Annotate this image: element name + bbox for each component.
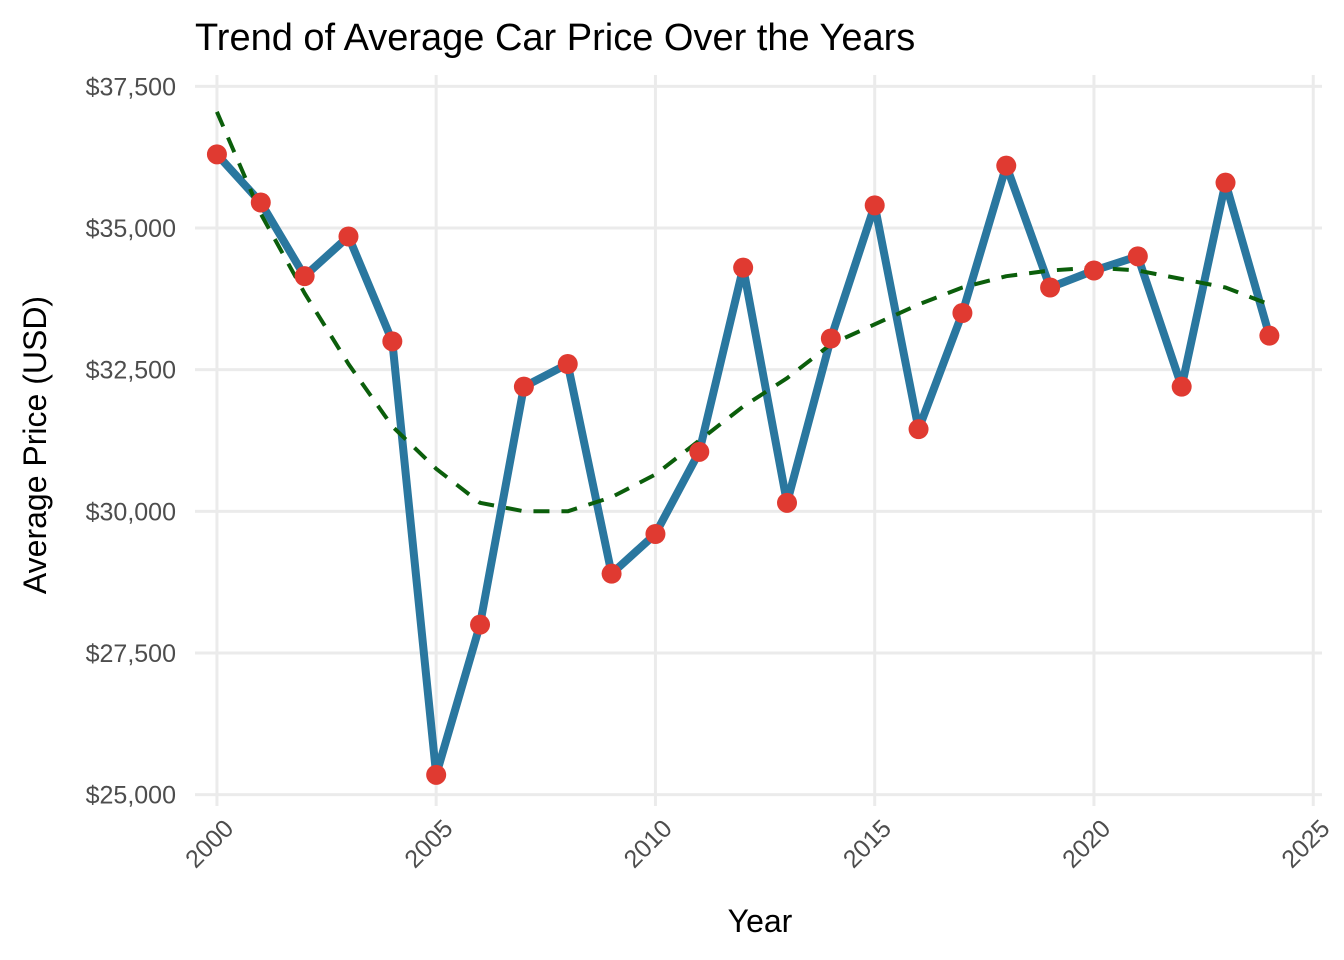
data-point	[820, 328, 841, 349]
data-point	[250, 192, 271, 213]
data-point	[1127, 246, 1148, 267]
y-tick-label: $32,500	[86, 357, 176, 385]
x-tick-label: 2025	[1276, 814, 1335, 873]
data-point	[908, 419, 929, 440]
data-point	[645, 524, 666, 544]
y-tick-label: $30,000	[86, 498, 176, 526]
data-point	[864, 195, 885, 216]
grid-lines	[195, 75, 1322, 806]
x-axis-title: Year	[728, 903, 793, 939]
data-point	[557, 354, 578, 374]
data-point	[777, 492, 798, 513]
y-tick-label: $25,000	[86, 782, 176, 810]
data-point	[1040, 277, 1061, 298]
x-tick-label: 2020	[1057, 814, 1116, 873]
data-point	[1259, 325, 1280, 346]
y-axis-ticks: $25,000 $27,500 $30,000 $32,500 $35,000 $37,5…	[86, 73, 176, 809]
data-point	[952, 303, 973, 323]
y-tick-label: $27,500	[86, 640, 176, 668]
y-axis-title: Average Price (USD)	[17, 296, 53, 594]
data-point	[382, 331, 403, 352]
data-point	[338, 226, 359, 247]
y-tick-label: $37,500	[86, 73, 176, 101]
data-point	[1171, 376, 1192, 397]
data-point	[1083, 260, 1104, 281]
x-tick-label: 2015	[838, 814, 897, 873]
data-point	[513, 376, 534, 397]
x-tick-label: 2000	[180, 814, 239, 873]
data-point	[601, 563, 622, 584]
x-tick-label: 2005	[399, 814, 458, 873]
chart-title: Trend of Average Car Price Over the Year…	[195, 17, 915, 59]
data-point	[689, 441, 710, 462]
series-line-trend	[215, 111, 1271, 514]
data-point	[426, 764, 447, 785]
series-line-average-price	[213, 151, 1274, 779]
data-point	[996, 155, 1017, 176]
x-tick-label: 2010	[619, 814, 678, 873]
data-point	[470, 614, 491, 635]
data-point	[1215, 172, 1236, 193]
y-tick-label: $35,000	[86, 215, 176, 243]
x-axis-ticks: 2000 2005 2010 2015 2020 2025	[180, 814, 1335, 873]
series-group	[206, 111, 1280, 785]
data-point	[733, 257, 754, 278]
data-point	[206, 144, 227, 165]
data-point	[294, 266, 315, 287]
